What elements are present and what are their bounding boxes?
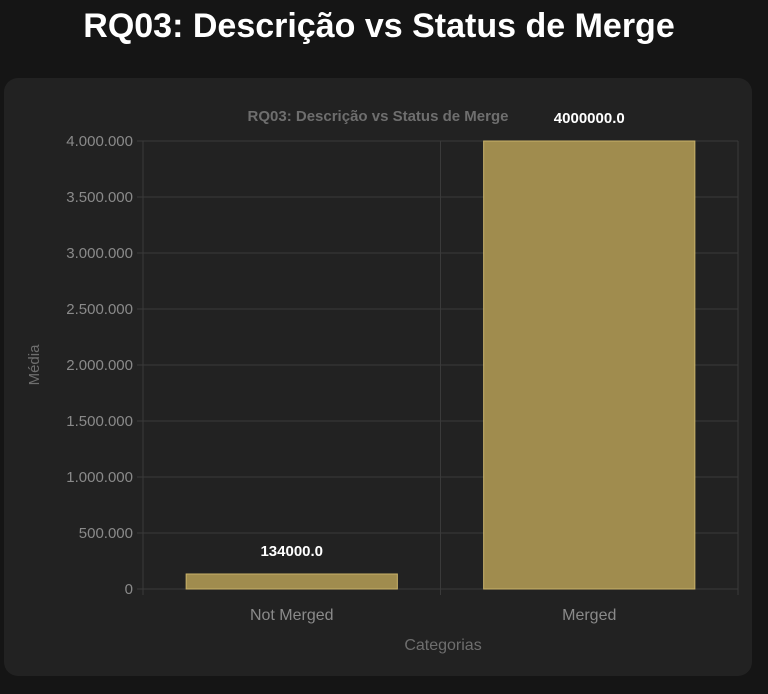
- x-tick-label: Merged: [562, 607, 616, 624]
- bar[interactable]: [185, 573, 398, 590]
- y-tick-label: 0: [125, 581, 133, 598]
- y-tick-label: 1.000.000: [66, 469, 133, 486]
- y-tick-label: 500.000: [79, 525, 133, 542]
- x-tick-label: Not Merged: [250, 607, 334, 624]
- page-title: RQ03: Descrição vs Status de Merge: [83, 7, 675, 45]
- x-axis-label: Categorias: [404, 637, 481, 654]
- y-tick-label: 2.500.000: [66, 301, 133, 318]
- chart-title: RQ03: Descrição vs Status de Merge: [248, 108, 509, 125]
- bar[interactable]: [483, 140, 696, 590]
- y-tick-label: 3.000.000: [66, 245, 133, 262]
- y-axis-ticks: 0 500.000 1.000.000 1.500.000 2.000.000 2.500…: [66, 133, 133, 598]
- y-tick-label: 1.500.000: [66, 413, 133, 430]
- data-label: 4000000.0: [554, 110, 625, 127]
- y-tick-label: 2.000.000: [66, 357, 133, 374]
- y-tick-label: 3.500.000: [66, 189, 133, 206]
- y-axis-label: Média: [26, 344, 43, 386]
- bars: 134000.0 4000000.0: [185, 110, 696, 590]
- x-axis-ticks: Not Merged Merged: [250, 607, 616, 624]
- y-tick-label: 4.000.000: [66, 133, 133, 150]
- data-label: 134000.0: [260, 543, 323, 560]
